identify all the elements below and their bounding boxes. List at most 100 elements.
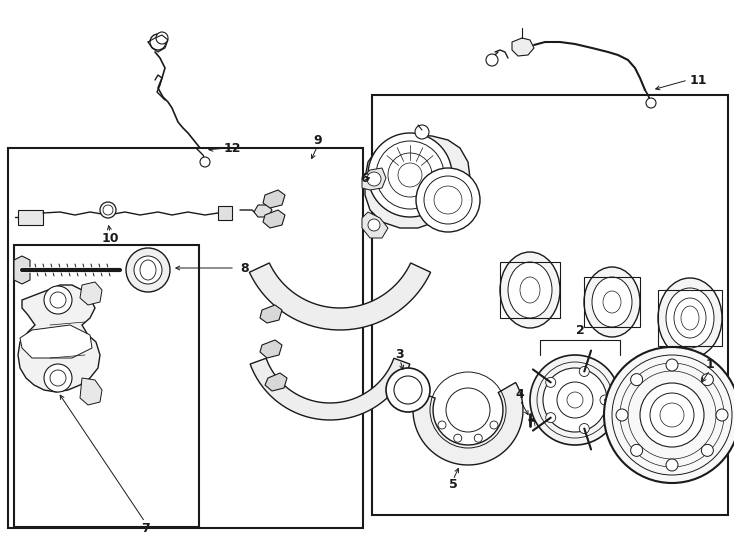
- Circle shape: [434, 186, 462, 214]
- Bar: [658, 290, 722, 346]
- Circle shape: [376, 141, 444, 209]
- Circle shape: [702, 374, 713, 386]
- Circle shape: [640, 383, 704, 447]
- Circle shape: [416, 168, 480, 232]
- Circle shape: [474, 434, 482, 442]
- Circle shape: [530, 355, 620, 445]
- Ellipse shape: [500, 252, 560, 328]
- Ellipse shape: [508, 262, 552, 318]
- Polygon shape: [413, 382, 523, 465]
- Bar: [584, 277, 640, 327]
- Text: 2: 2: [575, 323, 584, 336]
- Bar: [500, 262, 560, 318]
- Circle shape: [666, 359, 678, 371]
- Polygon shape: [263, 190, 285, 208]
- Text: 7: 7: [141, 522, 150, 535]
- Polygon shape: [512, 38, 534, 56]
- Text: 8: 8: [241, 261, 250, 274]
- Ellipse shape: [681, 306, 699, 330]
- Circle shape: [579, 423, 589, 434]
- Circle shape: [424, 176, 472, 224]
- Circle shape: [579, 367, 589, 376]
- Polygon shape: [20, 325, 92, 358]
- Circle shape: [650, 393, 694, 437]
- Ellipse shape: [584, 267, 640, 337]
- Polygon shape: [250, 263, 431, 330]
- Circle shape: [386, 368, 430, 412]
- Text: 1: 1: [705, 359, 714, 372]
- Circle shape: [156, 32, 168, 44]
- Ellipse shape: [658, 278, 722, 358]
- Circle shape: [103, 205, 113, 215]
- Text: 10: 10: [101, 232, 119, 245]
- Circle shape: [646, 98, 656, 108]
- Circle shape: [546, 377, 556, 387]
- Circle shape: [50, 370, 66, 386]
- Circle shape: [660, 403, 684, 427]
- Ellipse shape: [520, 277, 540, 303]
- Circle shape: [567, 392, 583, 408]
- Circle shape: [716, 409, 728, 421]
- Polygon shape: [18, 285, 100, 392]
- Ellipse shape: [140, 260, 156, 280]
- Text: 11: 11: [689, 73, 707, 86]
- Circle shape: [388, 153, 432, 197]
- Polygon shape: [218, 206, 232, 220]
- Ellipse shape: [666, 288, 714, 348]
- Polygon shape: [265, 373, 287, 391]
- Text: 5: 5: [448, 478, 457, 491]
- Polygon shape: [80, 282, 102, 305]
- Ellipse shape: [592, 277, 632, 327]
- Circle shape: [398, 163, 422, 187]
- Text: 6: 6: [360, 172, 369, 185]
- Polygon shape: [365, 135, 470, 228]
- Text: 9: 9: [313, 133, 322, 146]
- Circle shape: [557, 382, 593, 418]
- Circle shape: [150, 34, 166, 50]
- Polygon shape: [362, 168, 386, 190]
- Polygon shape: [250, 358, 410, 420]
- Circle shape: [446, 388, 490, 432]
- Circle shape: [490, 421, 498, 429]
- Circle shape: [631, 374, 643, 386]
- Bar: [14, 245, 199, 527]
- Text: 4: 4: [515, 388, 524, 402]
- Circle shape: [134, 256, 162, 284]
- Circle shape: [394, 376, 422, 404]
- Polygon shape: [80, 378, 102, 405]
- Bar: [372, 95, 728, 515]
- Circle shape: [702, 444, 713, 456]
- Circle shape: [100, 202, 116, 218]
- Circle shape: [600, 395, 610, 405]
- Ellipse shape: [674, 298, 706, 338]
- Ellipse shape: [603, 291, 621, 313]
- Circle shape: [454, 434, 462, 442]
- Polygon shape: [260, 340, 282, 358]
- Circle shape: [604, 347, 734, 483]
- Polygon shape: [254, 205, 272, 217]
- Circle shape: [44, 364, 72, 392]
- Circle shape: [631, 444, 643, 456]
- Circle shape: [552, 413, 562, 423]
- Circle shape: [666, 459, 678, 471]
- Circle shape: [415, 125, 429, 139]
- Circle shape: [50, 292, 66, 308]
- Polygon shape: [14, 256, 30, 284]
- Circle shape: [368, 219, 380, 231]
- Circle shape: [546, 413, 556, 423]
- Circle shape: [368, 133, 452, 217]
- Circle shape: [44, 286, 72, 314]
- Circle shape: [486, 54, 498, 66]
- Circle shape: [616, 409, 628, 421]
- Circle shape: [367, 172, 381, 186]
- Circle shape: [126, 248, 170, 292]
- Text: 3: 3: [396, 348, 404, 361]
- Circle shape: [200, 157, 210, 167]
- Polygon shape: [362, 212, 388, 238]
- Bar: [18, 210, 43, 225]
- Circle shape: [543, 368, 607, 432]
- Polygon shape: [263, 210, 285, 228]
- Text: 12: 12: [223, 141, 241, 154]
- Circle shape: [438, 421, 446, 429]
- Bar: [8, 148, 363, 528]
